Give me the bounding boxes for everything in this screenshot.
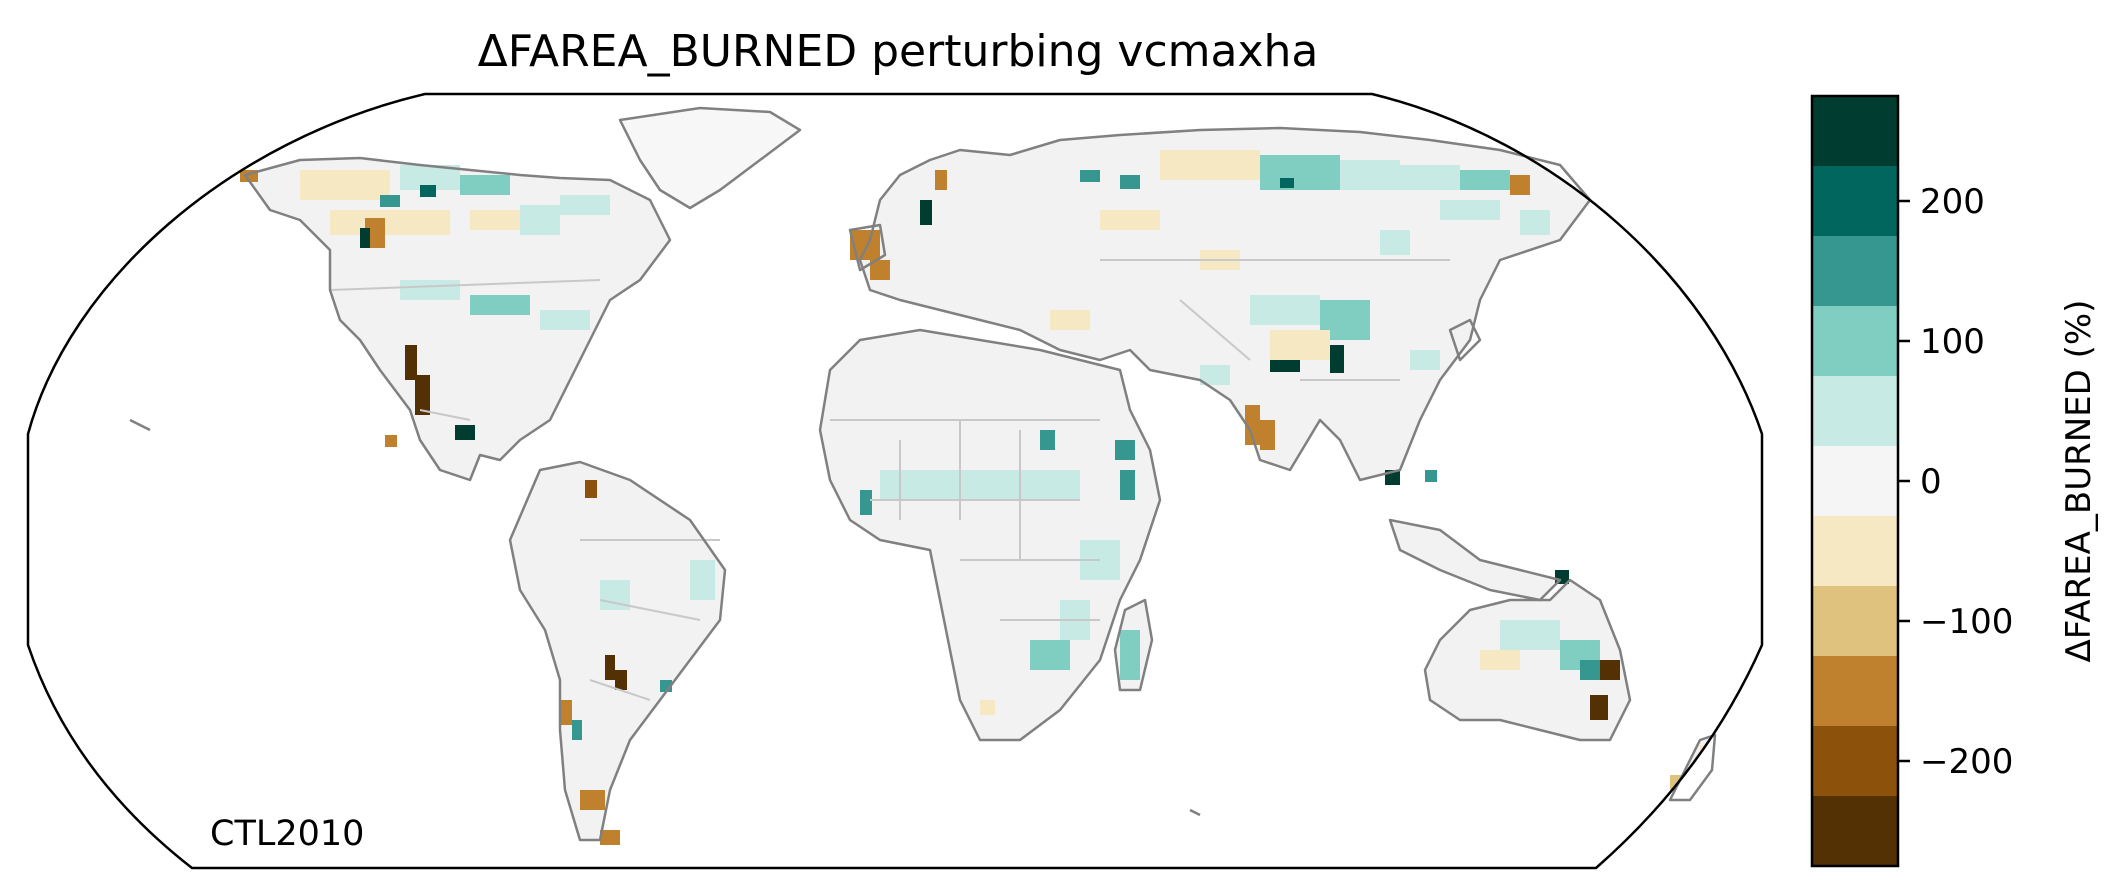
colorbar-bin-6 — [1812, 516, 1898, 587]
land-north-america — [245, 158, 670, 480]
colorbar-bin-4 — [1812, 376, 1898, 447]
land-australia — [1425, 580, 1630, 740]
colorbar-bin-0 — [1812, 96, 1898, 167]
colorbar-bin-8 — [1812, 656, 1898, 727]
world-map: CTL2010 — [26, 92, 1764, 870]
land-se-asia — [1390, 520, 1560, 600]
land-south-america — [510, 462, 725, 840]
colorbar-label: ΔFAREA_BURNED (%) — [2059, 300, 2099, 663]
globe-outline — [26, 92, 1764, 870]
colorbar-bin-7 — [1812, 586, 1898, 657]
land-greenland — [620, 108, 800, 208]
data-cells — [240, 150, 1712, 845]
colorbar-bin-10 — [1812, 796, 1898, 867]
coastlines — [129, 106, 1717, 842]
colorbar: 200 100 0 −100 −200 ΔFAREA_BURNED (%) — [1810, 94, 2099, 868]
experiment-label: CTL2010 — [210, 814, 364, 854]
country-borders — [329, 259, 1450, 701]
map-title: ΔFAREA_BURNED perturbing vcmaxha — [478, 26, 1319, 77]
colorbar-bin-3 — [1812, 306, 1898, 377]
colorbar-tick-label-2: 0 — [1920, 462, 1942, 502]
colorbar-bin-9 — [1812, 726, 1898, 797]
colorbar-tick-label-0: 200 — [1920, 182, 1985, 222]
colorbar-bin-2 — [1812, 236, 1898, 307]
colorbar-tick-label-4: −200 — [1920, 742, 2013, 782]
land-layer — [240, 108, 1715, 845]
colorbar-bin-5 — [1812, 446, 1898, 517]
colorbar-tick-label-1: 100 — [1920, 322, 1985, 362]
land-eurasia — [860, 128, 1590, 480]
colorbar-bin-1 — [1812, 166, 1898, 237]
colorbar-tick-label-3: −100 — [1920, 602, 2013, 642]
colorbar-ticks: 200 100 0 −100 −200 — [1898, 182, 2013, 782]
colorbar-bins — [1812, 96, 1898, 867]
